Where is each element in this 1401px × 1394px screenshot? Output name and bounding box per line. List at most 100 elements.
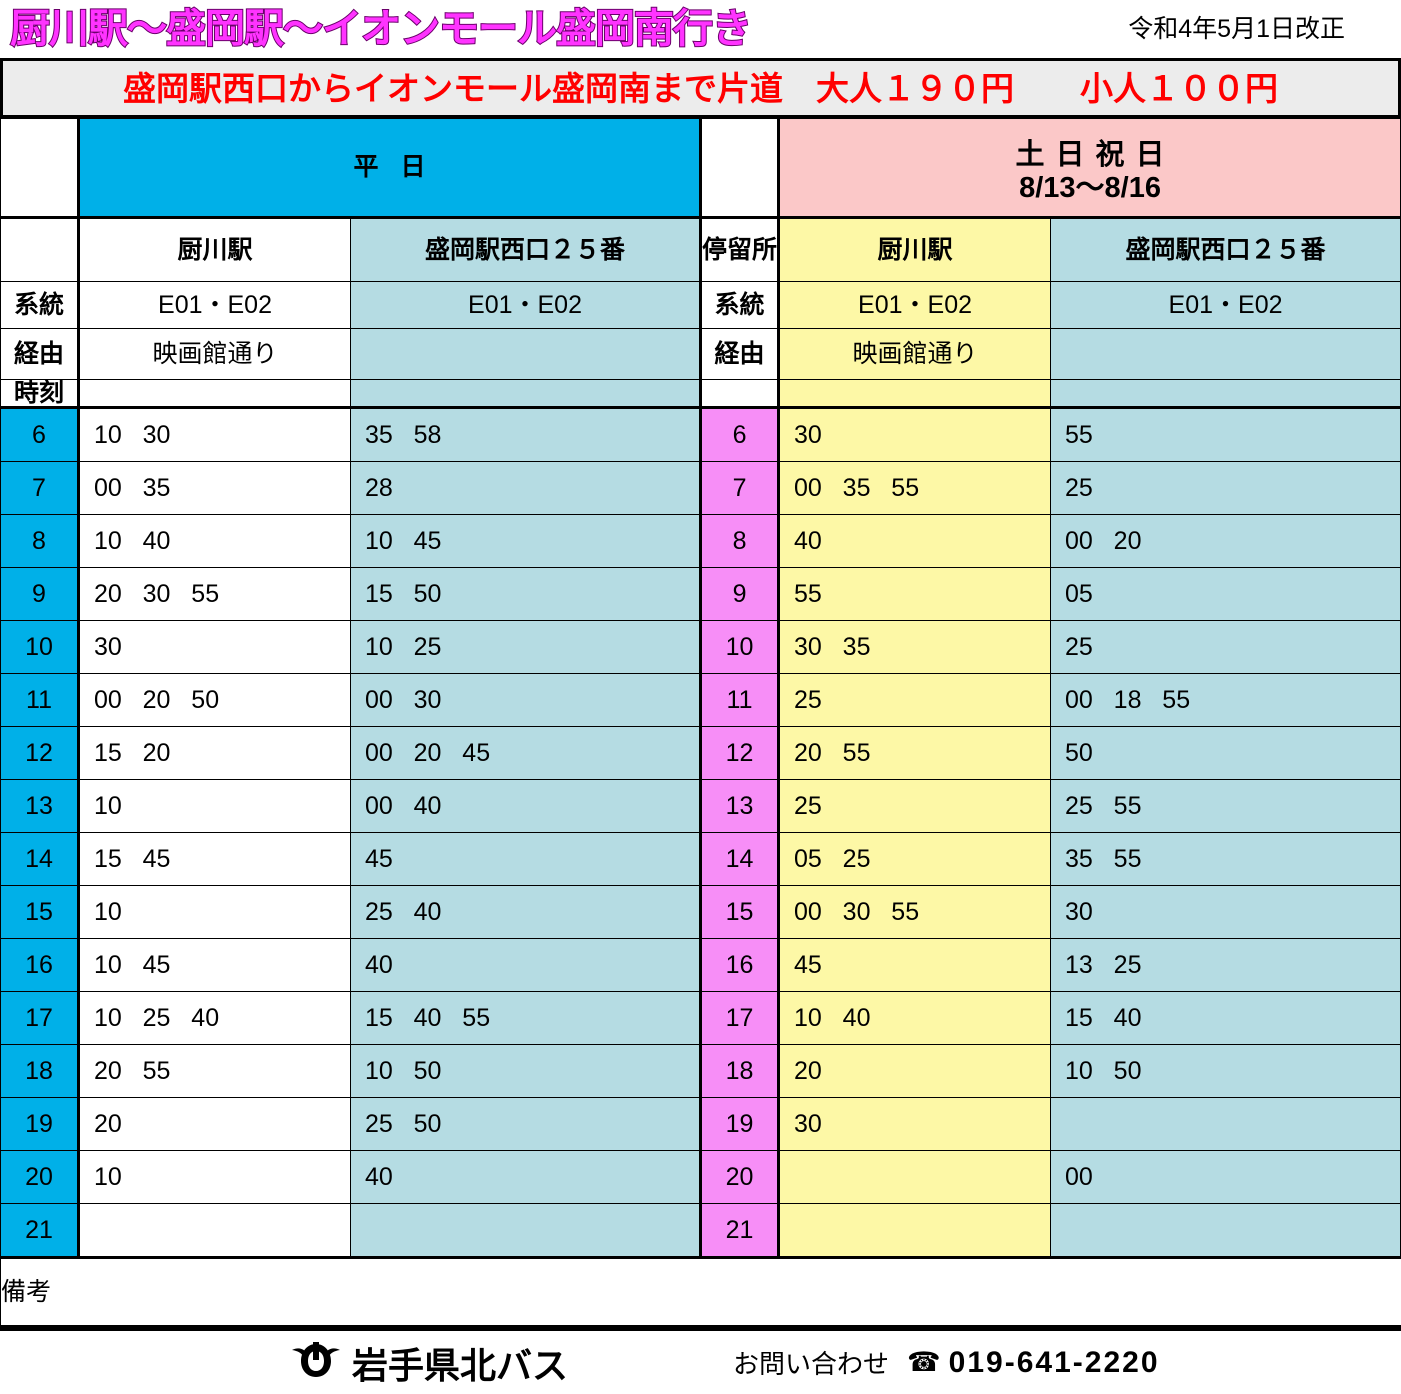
- spacer-cell-left: [1, 119, 79, 218]
- timetable: 平日 土日祝日 8/13〜8/16 厨川駅 盛岡駅西口２５番 停留所 厨川駅 盛…: [0, 118, 1401, 1326]
- hour-cell-weekday: 21: [1, 1204, 79, 1258]
- holiday-route-kuriyagawa: E01・E02: [779, 282, 1051, 329]
- hour-cell-holiday: 9: [701, 568, 779, 621]
- weekday-kuriyagawa-times: 20: [79, 1098, 351, 1151]
- weekday-morioka-times: 10 50: [351, 1045, 701, 1098]
- holiday-kuriyagawa-times: 30: [779, 1098, 1051, 1151]
- page-title: 厨川駅〜盛岡駅〜イオンモール盛岡南行き: [10, 9, 751, 49]
- weekday-morioka-times: 15 40 55: [351, 992, 701, 1045]
- daytype-banner-row: 平日 土日祝日 8/13〜8/16: [1, 119, 1401, 218]
- hour-cell-holiday: 18: [701, 1045, 779, 1098]
- weekday-morioka-times: 40: [351, 939, 701, 992]
- company-logo: 岩手県北バス: [290, 1337, 568, 1389]
- revision-date: 令和4年5月1日改正: [1128, 17, 1387, 42]
- time-label-row: 時刻: [1, 380, 1401, 408]
- weekday-kuriyagawa-times: 10 25 40: [79, 992, 351, 1045]
- stop-name-row: 厨川駅 盛岡駅西口２５番 停留所 厨川駅 盛岡駅西口２５番: [1, 218, 1401, 282]
- footer-bar: 岩手県北バス お問い合わせ ☎ 019-641-2220: [0, 1326, 1401, 1394]
- weekday-kuriyagawa-times: 15 45: [79, 833, 351, 886]
- hour-cell-holiday: 8: [701, 515, 779, 568]
- holiday-kuriyagawa-times: [779, 1204, 1051, 1258]
- holiday-spacer-kuriyagawa: [779, 380, 1051, 408]
- title-bar: 厨川駅〜盛岡駅〜イオンモール盛岡南行き 令和4年5月1日改正: [0, 0, 1401, 58]
- bus-wing-icon: [290, 1340, 342, 1385]
- holiday-via-kuriyagawa: 映画館通り: [779, 329, 1051, 380]
- holiday-label-stop: 停留所: [701, 218, 779, 282]
- holiday-via-morioka: [1051, 329, 1401, 380]
- weekday-morioka-times: 10 25: [351, 621, 701, 674]
- weekday-morioka-times: 45: [351, 833, 701, 886]
- hour-cell-weekday: 17: [1, 992, 79, 1045]
- weekday-route-morioka: E01・E02: [351, 282, 701, 329]
- phone-number-wrap: ☎ 019-641-2220: [907, 1346, 1159, 1380]
- holiday-morioka-times: 35 55: [1051, 833, 1401, 886]
- holiday-morioka-times: 55: [1051, 408, 1401, 462]
- holiday-banner-line1: 土日祝日: [780, 132, 1400, 170]
- hour-cell-holiday: 13: [701, 780, 779, 833]
- hour-cell-weekday: 12: [1, 727, 79, 780]
- holiday-kuriyagawa-times: 05 25: [779, 833, 1051, 886]
- remarks-label: 備考: [1, 1258, 1401, 1326]
- hour-cell-weekday: 9: [1, 568, 79, 621]
- weekday-via-morioka: [351, 329, 701, 380]
- hour-cell-weekday: 18: [1, 1045, 79, 1098]
- hour-cell-weekday: 14: [1, 833, 79, 886]
- holiday-kuriyagawa-times: 25: [779, 674, 1051, 727]
- hour-cell-weekday: 20: [1, 1151, 79, 1204]
- holiday-label-via: 経由: [701, 329, 779, 380]
- hour-cell-holiday: 16: [701, 939, 779, 992]
- holiday-morioka-times: 25 55: [1051, 780, 1401, 833]
- holiday-spacer-morioka: [1051, 380, 1401, 408]
- holiday-banner: 土日祝日 8/13〜8/16: [779, 119, 1401, 218]
- holiday-kuriyagawa-times: 00 30 55: [779, 886, 1051, 939]
- hour-cell-weekday: 15: [1, 886, 79, 939]
- hour-cell-weekday: 11: [1, 674, 79, 727]
- weekday-label-time: 時刻: [1, 380, 79, 408]
- weekday-kuriyagawa-times: 15 20: [79, 727, 351, 780]
- via-row: 経由 映画館通り 経由 映画館通り: [1, 329, 1401, 380]
- hour-cell-weekday: 6: [1, 408, 79, 462]
- weekday-morioka-times: 35 58: [351, 408, 701, 462]
- hour-cell-holiday: 20: [701, 1151, 779, 1204]
- weekday-via-kuriyagawa: 映画館通り: [79, 329, 351, 380]
- weekday-label-route: 系統: [1, 282, 79, 329]
- hour-cell-holiday: 10: [701, 621, 779, 674]
- weekday-morioka-times: 25 40: [351, 886, 701, 939]
- holiday-route-morioka: E01・E02: [1051, 282, 1401, 329]
- weekday-morioka-times: 25 50: [351, 1098, 701, 1151]
- holiday-morioka-times: 25: [1051, 462, 1401, 515]
- weekday-morioka-times: 15 50: [351, 568, 701, 621]
- weekday-stop-kuriyagawa: 厨川駅: [79, 218, 351, 282]
- weekday-kuriyagawa-times: 10: [79, 1151, 351, 1204]
- weekday-morioka-times: 00 30: [351, 674, 701, 727]
- holiday-morioka-times: [1051, 1098, 1401, 1151]
- phone-number: 019-641-2220: [949, 1346, 1160, 1380]
- hour-cell-weekday: 16: [1, 939, 79, 992]
- remarks-row: 備考: [1, 1258, 1401, 1326]
- weekday-morioka-times: [351, 1204, 701, 1258]
- weekday-kuriyagawa-times: 20 30 55: [79, 568, 351, 621]
- weekday-banner: 平日: [79, 119, 701, 218]
- holiday-morioka-times: 00 20: [1051, 515, 1401, 568]
- weekday-morioka-times: 28: [351, 462, 701, 515]
- route-row: 系統 E01・E02 E01・E02 系統 E01・E02 E01・E02: [1, 282, 1401, 329]
- holiday-kuriyagawa-times: 20: [779, 1045, 1051, 1098]
- holiday-kuriyagawa-times: 00 35 55: [779, 462, 1051, 515]
- holiday-morioka-times: 25: [1051, 621, 1401, 674]
- holiday-morioka-times: 00: [1051, 1151, 1401, 1204]
- weekday-kuriyagawa-times: 00 20 50: [79, 674, 351, 727]
- holiday-spacer-label: [701, 380, 779, 408]
- holiday-kuriyagawa-times: 10 40: [779, 992, 1051, 1045]
- weekday-morioka-times: 00 40: [351, 780, 701, 833]
